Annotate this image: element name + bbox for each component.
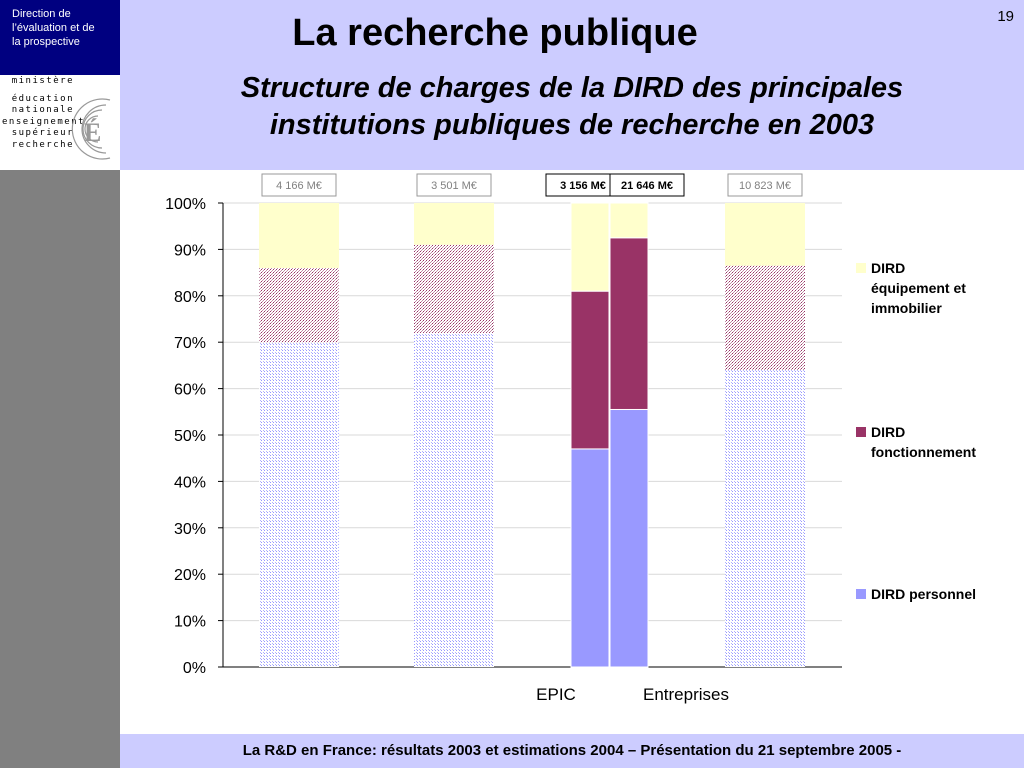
bar-segment	[725, 265, 805, 371]
y-tick-label: 80%	[174, 289, 206, 306]
chart-subtitle: Structure de charges de la DIRD des prin…	[140, 70, 1004, 144]
bar-segment	[414, 244, 494, 333]
total-label: 4 166 M€	[276, 180, 322, 192]
y-tick-label: 0%	[183, 660, 206, 677]
bar-segment	[725, 203, 805, 266]
legend-label: DIRD personnel	[871, 586, 976, 602]
ministry-line: enseignement	[2, 116, 86, 127]
ministry-line: nationale	[11, 105, 74, 115]
svg-text:É: É	[84, 118, 101, 147]
bar-segment	[259, 342, 339, 667]
ministry-line: supérieur	[11, 128, 74, 138]
ministry-line: recherche	[11, 139, 74, 150]
y-tick-label: 20%	[174, 567, 206, 584]
legend-swatch	[856, 263, 866, 273]
legend-label: DIRD	[871, 260, 905, 276]
total-label: 10 823 M€	[739, 180, 791, 192]
ministry-logo-area: Direction de l’évaluation et de la prosp…	[0, 0, 120, 170]
department-line: l’évaluation et de	[12, 22, 95, 34]
department-line: Direction de	[12, 8, 71, 20]
y-tick-label: 60%	[174, 382, 206, 399]
left-gray-strip	[0, 170, 120, 768]
footer-text: La R&D en France: résultats 2003 et esti…	[242, 742, 902, 759]
bar-segment	[259, 203, 339, 268]
total-label: 3 501 M€	[431, 180, 477, 192]
header-band	[120, 0, 1024, 170]
stacked-bar-chart: 0% 10% 20% 30% 40% 50% 60% 70% 80% 90% 100% 4 166 …	[165, 173, 976, 704]
y-tick-label: 40%	[174, 474, 206, 491]
y-tick-label: 10%	[174, 614, 206, 631]
category-labels: EPIC Entreprises	[536, 685, 729, 704]
legend-swatch	[856, 427, 866, 437]
bar-segment	[414, 332, 494, 667]
department-label: Direction de l’évaluation et de la prosp…	[0, 0, 120, 75]
category-label: Entreprises	[643, 685, 729, 704]
y-tick-label: 30%	[174, 521, 206, 538]
bar-segment	[570, 448, 610, 668]
bars	[259, 202, 805, 668]
ministry-line: ministère	[11, 76, 74, 86]
subtitle-line: Structure de charges de la DIRD des prin…	[240, 72, 904, 104]
bar-segment	[570, 202, 610, 292]
bar-segment	[725, 370, 805, 667]
total-labels: 4 166 M€ 3 501 M€ 3 156 M€ 21 646 M€ 10 823 …	[261, 173, 803, 197]
department-line: la prospective	[12, 36, 80, 48]
page-number: 19	[997, 8, 1014, 25]
legend: DIRD équipement et immobilier DIRD fonctionn…	[856, 260, 976, 602]
ministry-emblem-icon: É	[71, 98, 111, 160]
total-label-box	[609, 173, 685, 197]
total-label: 3 156 M€	[560, 180, 606, 192]
legend-swatch	[856, 589, 866, 599]
legend-label: fonctionnement	[871, 444, 976, 460]
y-tick-label: 50%	[174, 428, 206, 445]
category-label: EPIC	[536, 685, 576, 704]
bar-segment	[609, 237, 649, 410]
bar-segment	[259, 267, 339, 343]
legend-label: équipement et	[871, 280, 966, 296]
ministry-line: éducation	[11, 93, 74, 104]
ministry-wordmark: ministère éducation nationale enseigneme…	[2, 76, 86, 151]
total-label-box	[416, 173, 492, 197]
page-title: La recherche publique	[292, 12, 698, 54]
bar-segment	[609, 202, 649, 239]
footer-band: La R&D en France: résultats 2003 et esti…	[120, 734, 1024, 768]
total-label: 21 646 M€	[621, 180, 673, 192]
bar-segment	[570, 290, 610, 450]
subtitle-line: institutions publiques de recherche en 2…	[269, 109, 875, 141]
y-tick-label: 90%	[174, 242, 206, 259]
total-label-box	[261, 173, 337, 197]
total-label-box	[727, 173, 803, 197]
y-tick-label: 100%	[165, 196, 206, 213]
legend-label: DIRD	[871, 424, 905, 440]
legend-label: immobilier	[871, 300, 942, 316]
bar-segment	[414, 203, 494, 245]
y-tick-label: 70%	[174, 335, 206, 352]
bar-segment	[609, 408, 649, 668]
